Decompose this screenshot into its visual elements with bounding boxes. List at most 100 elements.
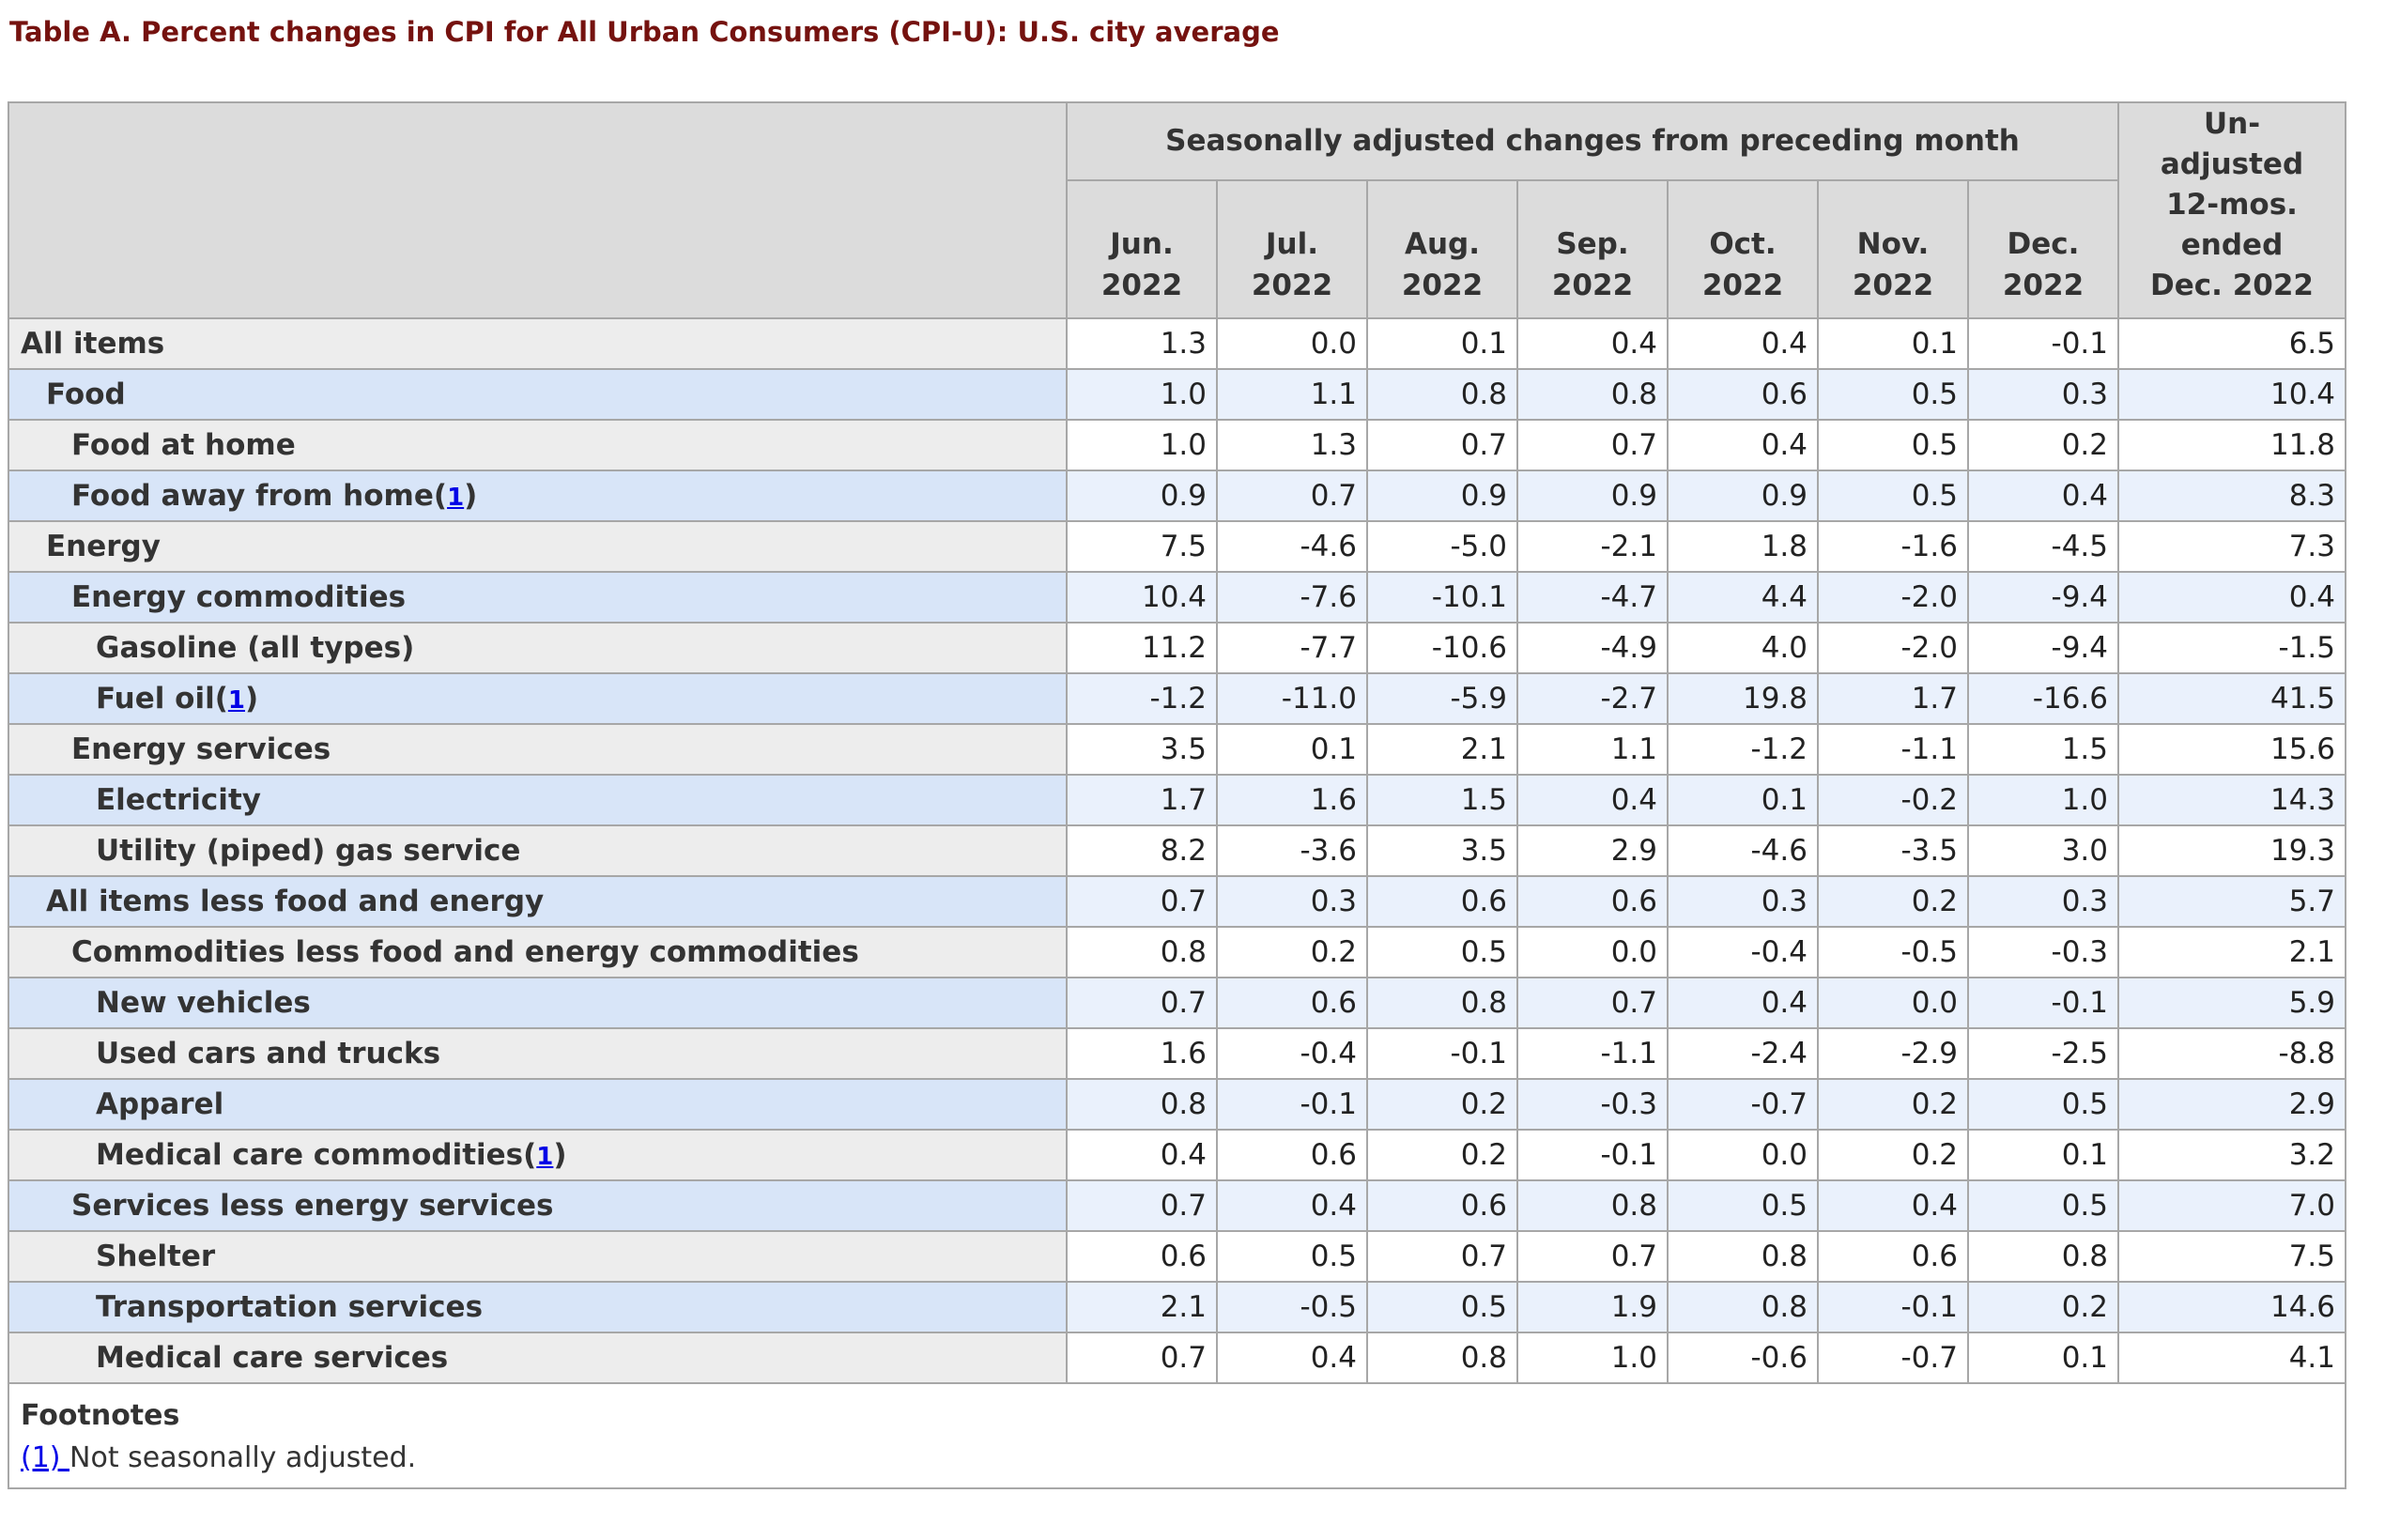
value-cell: 6.5 bbox=[2117, 316, 2347, 370]
value-cell: 0.7 bbox=[1066, 1178, 1218, 1232]
value-cell: 0.7 bbox=[1516, 1229, 1669, 1283]
value-cell: -0.7 bbox=[1817, 1331, 1969, 1384]
value-cell: -8.8 bbox=[2117, 1026, 2347, 1080]
value-cell: -0.1 bbox=[1516, 1128, 1669, 1181]
value-cell: -2.5 bbox=[1966, 1026, 2120, 1080]
value-cell: -2.9 bbox=[1817, 1026, 1969, 1080]
value-cell: 0.5 bbox=[1817, 367, 1969, 421]
row-label: Medical care commodities(1) bbox=[8, 1128, 1068, 1181]
row-label: Fuel oil(1) bbox=[8, 671, 1068, 725]
footnote-marker-link[interactable]: (1) bbox=[21, 1440, 70, 1474]
row-label: All items less food and energy bbox=[8, 874, 1068, 928]
value-cell: -2.0 bbox=[1817, 621, 1969, 674]
row-label: Energy services bbox=[8, 722, 1068, 776]
value-cell: 0.6 bbox=[1817, 1229, 1969, 1283]
value-cell: 0.8 bbox=[1066, 925, 1218, 978]
value-cell: -0.6 bbox=[1667, 1331, 1819, 1384]
month-abbr: Jun. bbox=[1110, 226, 1174, 261]
value-cell: 10.4 bbox=[2117, 367, 2347, 421]
month-year: 2022 bbox=[2002, 268, 2085, 302]
value-cell: 0.8 bbox=[1066, 1077, 1218, 1131]
value-cell: 0.1 bbox=[1966, 1331, 2120, 1384]
value-cell: -4.6 bbox=[1216, 519, 1368, 573]
value-cell: 0.4 bbox=[1066, 1128, 1218, 1181]
value-cell: 0.0 bbox=[1817, 976, 1969, 1029]
value-cell: -1.5 bbox=[2117, 621, 2347, 674]
table-row: Electricity 1.7 1.6 1.5 0.4 0.1 -0.2 1.0 14.3 bbox=[8, 773, 2347, 826]
table-row: Transportation services 2.1 -0.5 0.5 1.9 0.8-… bbox=[8, 1280, 2347, 1333]
value-cell: -2.4 bbox=[1667, 1026, 1819, 1080]
month-column-header-nov: Nov. 2022 bbox=[1817, 178, 1969, 319]
label-column-header bbox=[8, 100, 1068, 319]
month-abbr: Jul. bbox=[1265, 226, 1318, 261]
month-year: 2022 bbox=[1251, 268, 1333, 302]
value-cell: 14.6 bbox=[2117, 1280, 2347, 1333]
value-cell: -4.9 bbox=[1516, 621, 1669, 674]
value-cell: 0.4 bbox=[1216, 1178, 1368, 1232]
value-cell: 0.2 bbox=[1817, 874, 1969, 928]
value-cell: 4.1 bbox=[2117, 1331, 2347, 1384]
value-cell: 0.4 bbox=[1667, 418, 1819, 471]
table-row: All items 1.3 0.0 0.1 0.4 0.4 0.1 -0.1 6.5 bbox=[8, 316, 2347, 370]
footnote-ref-link[interactable]: 1 bbox=[447, 483, 465, 512]
month-year: 2022 bbox=[1100, 268, 1183, 302]
value-cell: 2.1 bbox=[1366, 722, 1518, 776]
row-label: All items bbox=[8, 316, 1068, 370]
month-abbr: Sep. bbox=[1556, 226, 1629, 261]
row-label: Electricity bbox=[8, 773, 1068, 826]
month-abbr: Aug. bbox=[1404, 226, 1481, 261]
value-cell: 0.5 bbox=[1817, 469, 1969, 522]
table-row: Used cars and trucks 1.6 -0.4 -0.1 -1.1 -2.4-… bbox=[8, 1026, 2347, 1080]
table-header: Seasonally adjusted changes from precedi… bbox=[8, 100, 2347, 319]
month-abbr: Dec. bbox=[2007, 226, 2080, 261]
value-cell: 0.7 bbox=[1366, 418, 1518, 471]
row-label: Food bbox=[8, 367, 1068, 421]
value-cell: 0.2 bbox=[1966, 418, 2120, 471]
value-cell: -11.0 bbox=[1216, 671, 1368, 725]
value-cell: 2.9 bbox=[1516, 824, 1669, 877]
value-cell: -2.0 bbox=[1817, 570, 1969, 624]
value-cell: 0.2 bbox=[1966, 1280, 2120, 1333]
value-cell: -0.1 bbox=[1966, 316, 2120, 370]
value-cell: 0.2 bbox=[1366, 1077, 1518, 1131]
value-cell: 7.0 bbox=[2117, 1178, 2347, 1232]
month-abbr: Nov. bbox=[1856, 226, 1930, 261]
value-cell: 1.3 bbox=[1216, 418, 1368, 471]
table-row: Commodities less food and energy commodi… bbox=[8, 925, 2347, 978]
table-row: Food away from home(1) 0.9 0.7 0.9 0.9 0.9 0.5… bbox=[8, 469, 2347, 522]
value-cell: 11.8 bbox=[2117, 418, 2347, 471]
header-row-top: Seasonally adjusted changes from precedi… bbox=[8, 100, 2347, 319]
value-cell: 0.9 bbox=[1667, 469, 1819, 522]
value-cell: 7.5 bbox=[1066, 519, 1218, 573]
value-cell: 1.7 bbox=[1817, 671, 1969, 725]
row-label: Used cars and trucks bbox=[8, 1026, 1068, 1080]
value-cell: 4.0 bbox=[1667, 621, 1819, 674]
footnote-text: Not seasonally adjusted. bbox=[69, 1440, 417, 1474]
unadjusted-header-line: adjusted bbox=[2160, 146, 2304, 181]
value-cell: 0.5 bbox=[1216, 1229, 1368, 1283]
value-cell: -2.1 bbox=[1516, 519, 1669, 573]
value-cell: 8.2 bbox=[1066, 824, 1218, 877]
value-cell: 0.6 bbox=[1366, 874, 1518, 928]
value-cell: 5.7 bbox=[2117, 874, 2347, 928]
footnote-ref-link[interactable]: 1 bbox=[227, 685, 245, 715]
value-cell: 0.8 bbox=[1667, 1229, 1819, 1283]
table-row: Medical care services 0.7 0.4 0.8 1.0 -0.6 -0.… bbox=[8, 1331, 2347, 1384]
value-cell: -0.3 bbox=[1516, 1077, 1669, 1131]
footnote-ref-link[interactable]: 1 bbox=[536, 1142, 554, 1171]
value-cell: 0.8 bbox=[1667, 1280, 1819, 1333]
value-cell: 1.0 bbox=[1966, 773, 2120, 826]
value-cell: -0.5 bbox=[1817, 925, 1969, 978]
value-cell: 0.3 bbox=[1216, 874, 1368, 928]
value-cell: 3.2 bbox=[2117, 1128, 2347, 1181]
value-cell: 0.2 bbox=[1817, 1128, 1969, 1181]
value-cell: 3.0 bbox=[1966, 824, 2120, 877]
value-cell: 0.2 bbox=[1817, 1077, 1969, 1131]
value-cell: 0.2 bbox=[1366, 1128, 1518, 1181]
value-cell: -0.3 bbox=[1966, 925, 2120, 978]
value-cell: 10.4 bbox=[1066, 570, 1218, 624]
value-cell: 14.3 bbox=[2117, 773, 2347, 826]
value-cell: 0.4 bbox=[2117, 570, 2347, 624]
table-row: Fuel oil(1) -1.2 -11.0 -5.9 -2.7 19.8 1.7 -16.6… bbox=[8, 671, 2347, 725]
value-cell: 41.5 bbox=[2117, 671, 2347, 725]
